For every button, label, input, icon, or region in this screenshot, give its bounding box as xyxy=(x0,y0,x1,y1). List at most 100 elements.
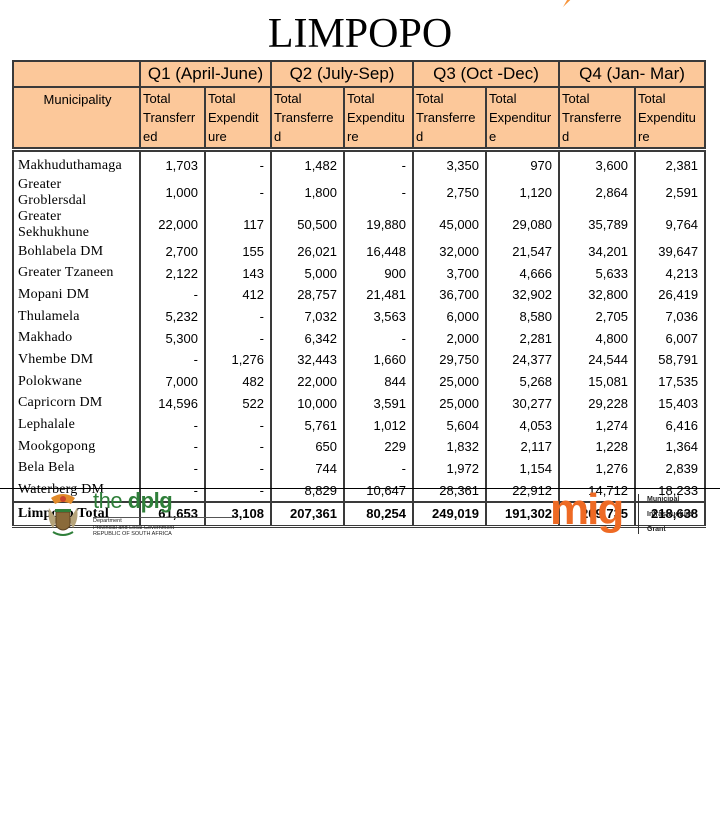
municipality-name-cell: Mopani DM xyxy=(12,284,141,306)
q4-transferred-cell: 1,228 xyxy=(558,435,637,458)
q2-transferred-cell: 744 xyxy=(270,457,346,480)
q4-transferred-cell: 24,544 xyxy=(558,349,637,371)
q3-expenditure-cell: 21,547 xyxy=(485,240,561,263)
q2-transferred-cell: 6,342 xyxy=(270,327,346,350)
table-row: Makhuduthamaga 1,703-1,482-3,350 970 3,600 2… xyxy=(12,146,707,177)
q4-transferred-cell: 5,633 xyxy=(558,262,637,285)
q4-expenditure-cell: 6,416 xyxy=(634,414,707,436)
q2-expenditure-cell: - xyxy=(343,327,415,350)
q2-expenditure-cell: 80,254 xyxy=(343,500,415,528)
q3-transferred-cell: 249,019 xyxy=(412,500,488,528)
q2-expenditure-cell: 1,012 xyxy=(343,414,415,436)
table-row: Greater Groblersdal 1,000-1,800-2,750 1,12… xyxy=(12,176,707,209)
q3-expenditure-cell: 2,281 xyxy=(485,327,561,350)
q4-transferred-cell: 35,789 xyxy=(558,208,637,241)
page-title: LIMPOPO xyxy=(267,11,453,57)
municipality-name-cell: Mookgopong xyxy=(12,435,141,458)
footer-divider xyxy=(0,488,720,489)
transfer-expenditure-table-wrap: Q1 (April-June) Q2 (July-Sep) Q3 (Oct -D… xyxy=(12,60,707,528)
table-row: Capricorn DM 14,596 522 10,000 3,591 25,000 30… xyxy=(12,392,707,415)
q4-expenditure-cell: 1,364 xyxy=(634,435,707,458)
q4-transferred-cell: 1,276 xyxy=(558,457,637,480)
q3-transferred-cell: 32,000 xyxy=(412,240,488,263)
q2-expenditure-cell: 3,563 xyxy=(343,305,415,328)
q4-expenditure-cell: 9,764 xyxy=(634,208,707,241)
q1-transferred-cell: 5,300 xyxy=(139,327,206,350)
blank-corner-cell xyxy=(12,60,141,88)
total-row: Limpopo Total 61,653 3,108 207,361 80,254 249… xyxy=(12,500,707,528)
q3-expenditure-cell: 5,268 xyxy=(485,370,561,393)
q1-transferred-cell: 1,703 xyxy=(139,146,206,177)
q4-expenditure-cell: 7,036 xyxy=(634,305,707,328)
q1-transferred-cell: 2,700 xyxy=(139,240,206,263)
q2-expenditure-cell: - xyxy=(343,176,415,209)
table-row: Greater Sekhukhune 22,000 117 50,500 19,880 4… xyxy=(12,208,707,241)
q4-expenditure-cell: 218,638 xyxy=(634,500,707,528)
q4-transferred-cell: 2,864 xyxy=(558,176,637,209)
q1-transferred-cell: 7,000 xyxy=(139,370,206,393)
q1-transferred-cell: - xyxy=(139,457,206,480)
q3-expenditure-cell: 4,053 xyxy=(485,414,561,436)
quarter-header-row: Q1 (April-June) Q2 (July-Sep) Q3 (Oct -D… xyxy=(12,60,707,88)
q3-transferred-cell: 36,700 xyxy=(412,284,488,306)
q2-expenditure-cell: 21,481 xyxy=(343,284,415,306)
q3-expenditure-cell: 1,154 xyxy=(485,457,561,480)
q1-transferred-cell: 1,000 xyxy=(139,176,206,209)
q3-transferred-cell: 2,750 xyxy=(412,176,488,209)
table-row: Thulamela 5,232-7,032 3,563 6,000 8,580 2,705… xyxy=(12,305,707,328)
q1-expenditure-cell: 522 xyxy=(203,392,273,415)
municipality-name-cell: Vhembe DM xyxy=(12,349,141,371)
q1-expenditure-cell: 482 xyxy=(203,370,273,393)
q4-expenditure-cell: 18,233 xyxy=(634,479,707,502)
q3-expenditure-cell: 22,912 xyxy=(485,479,561,502)
table-row: Bela Bela - -744-1,972 1,154 1,276 2,839 xyxy=(12,457,707,480)
q4-transferred-cell: 15,081 xyxy=(558,370,637,393)
municipality-name-cell: Makhuduthamaga xyxy=(12,146,141,177)
q3-expenditure-cell: 970 xyxy=(485,146,561,177)
quarter-header-q3: Q3 (Oct -Dec) xyxy=(412,60,561,88)
q1-transferred-cell: 5,232 xyxy=(139,305,206,328)
q2-expenditure-cell: 844 xyxy=(343,370,415,393)
q2-transferred-cell: 32,443 xyxy=(270,349,346,371)
q3-expenditure-cell: 24,377 xyxy=(485,349,561,371)
quarter-header-q2: Q2 (July-Sep) xyxy=(270,60,415,88)
table-body: Makhuduthamaga 1,703-1,482-3,350 970 3,600 2… xyxy=(12,146,707,528)
q2-transferred-header: Total Transferre d xyxy=(270,86,346,151)
table-row: Lephalale - -5,761 1,012 5,604 4,053 1,274 6,41… xyxy=(12,414,707,436)
q3-expenditure-cell: 2,117 xyxy=(485,435,561,458)
table-row: Greater Tzaneen 2,122 143 5,000 900 3,700 4,66… xyxy=(12,262,707,285)
coat-of-arms-icon xyxy=(48,494,78,536)
q4-expenditure-cell: 2,591 xyxy=(634,176,707,209)
q3-transferred-cell: 2,000 xyxy=(412,327,488,350)
q3-expenditure-cell: 4,666 xyxy=(485,262,561,285)
q4-expenditure-cell: 15,403 xyxy=(634,392,707,415)
q2-transferred-cell: 7,032 xyxy=(270,305,346,328)
q1-transferred-cell: 14,596 xyxy=(139,392,206,415)
q1-expenditure-cell: - xyxy=(203,435,273,458)
table-row: Polokwane 7,000 482 22,000 844 25,000 5,268 15,… xyxy=(12,370,707,393)
q1-expenditure-cell: 412 xyxy=(203,284,273,306)
q3-expenditure-cell: 8,580 xyxy=(485,305,561,328)
q1-transferred-cell: 22,000 xyxy=(139,208,206,241)
q2-expenditure-cell: 10,647 xyxy=(343,479,415,502)
q2-transferred-cell: 28,757 xyxy=(270,284,346,306)
q2-transferred-cell: 10,000 xyxy=(270,392,346,415)
q2-transferred-cell: 1,800 xyxy=(270,176,346,209)
municipality-name-cell: Polokwane xyxy=(12,370,141,393)
municipality-header: Municipality xyxy=(12,86,141,151)
q1-expenditure-cell: - xyxy=(203,176,273,209)
q1-expenditure-cell: - xyxy=(203,146,273,177)
q3-expenditure-cell: 32,902 xyxy=(485,284,561,306)
q1-expenditure-cell: - xyxy=(203,414,273,436)
table-row: Vhembe DM -1,276 32,443 1,660 29,750 24,377 24… xyxy=(12,349,707,371)
q2-transferred-cell: 50,500 xyxy=(270,208,346,241)
q3-transferred-cell: 6,000 xyxy=(412,305,488,328)
q4-expenditure-cell: 58,791 xyxy=(634,349,707,371)
q2-transferred-cell: 22,000 xyxy=(270,370,346,393)
q2-transferred-cell: 5,000 xyxy=(270,262,346,285)
q1-expenditure-cell: 155 xyxy=(203,240,273,263)
q1-transferred-cell: 2,122 xyxy=(139,262,206,285)
q2-expenditure-cell: 19,880 xyxy=(343,208,415,241)
quarter-header-q1: Q1 (April-June) xyxy=(138,60,273,88)
q1-transferred-cell: - xyxy=(139,349,206,371)
